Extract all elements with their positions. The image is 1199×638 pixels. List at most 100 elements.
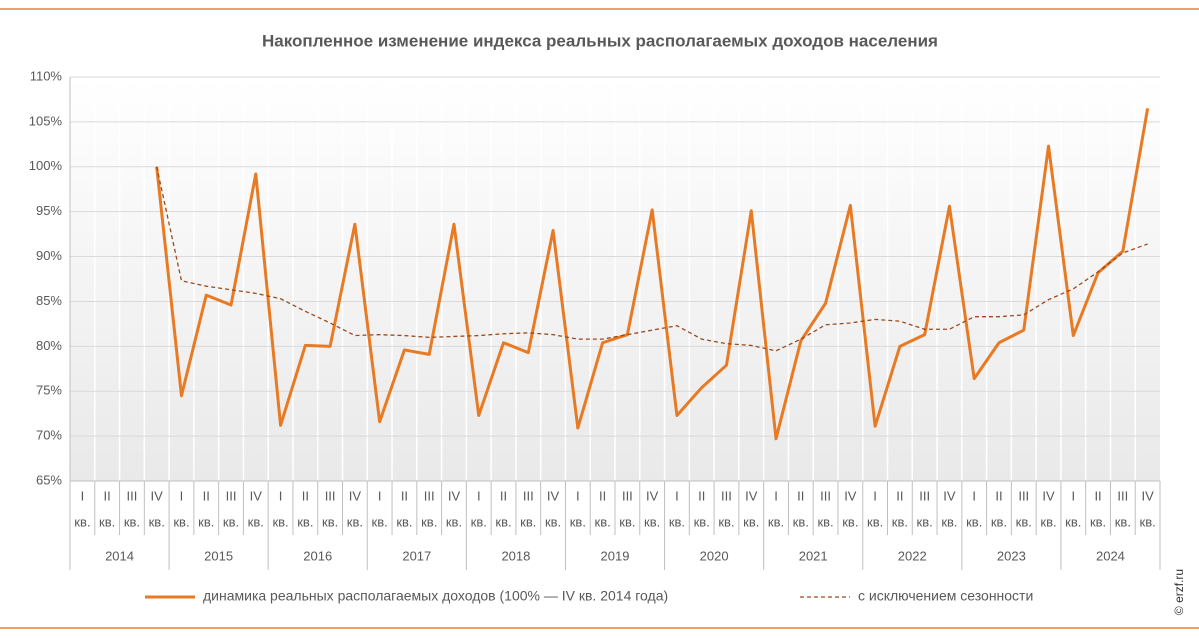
x-tick-suffix: кв. [619,514,635,529]
year-label: 2017 [402,548,431,563]
x-tick-suffix: кв. [1040,514,1056,529]
x-tick-suffix: кв. [768,514,784,529]
x-tick-label: IV [646,488,659,503]
x-tick-suffix: кв. [867,514,883,529]
x-tick-suffix: кв. [595,514,611,529]
x-tick-label: IV [250,488,263,503]
x-tick-label: II [302,488,309,503]
y-tick-label: 100% [29,158,63,173]
x-tick-suffix: кв. [124,514,140,529]
x-tick-suffix: кв. [347,514,363,529]
x-tick-suffix: кв. [743,514,759,529]
x-tick-suffix: кв. [991,514,1007,529]
x-tick-suffix: кв. [520,514,536,529]
series-line [156,166,1148,352]
x-tick-suffix: кв. [173,514,189,529]
x-tick-label: III [820,488,831,503]
x-tick-label: IV [448,488,461,503]
year-label: 2023 [997,548,1026,563]
x-tick-suffix: кв. [644,514,660,529]
x-tick-label: IV [1141,488,1154,503]
x-tick-label: II [896,488,903,503]
x-tick-suffix: кв. [1016,514,1032,529]
x-tick-label: IV [943,488,956,503]
x-tick-label: II [401,488,408,503]
x-tick-label: III [523,488,534,503]
x-tick-label: IV [151,488,164,503]
x-tick-suffix: кв. [669,514,685,529]
x-tick-label: I [972,488,976,503]
x-tick-suffix: кв. [372,514,388,529]
x-tick-label: IV [1042,488,1055,503]
x-tick-label: II [698,488,705,503]
x-tick-label: I [279,488,283,503]
x-tick-suffix: кв. [297,514,313,529]
x-tick-suffix: кв. [718,514,734,529]
x-tick-label: IV [547,488,560,503]
x-tick-suffix: кв. [545,514,561,529]
x-tick-label: II [995,488,1002,503]
x-tick-label: IV [745,488,758,503]
x-tick-suffix: кв. [842,514,858,529]
x-tick-suffix: кв. [793,514,809,529]
legend-label: динамика реальных располагаемых доходов … [203,588,668,604]
series-line [155,108,1150,441]
year-label: 2015 [204,548,233,563]
chart-title: Накопленное изменение индекса реальных р… [262,31,938,50]
year-label: 2018 [501,548,530,563]
x-tick-label: II [1094,488,1101,503]
x-tick-suffix: кв. [99,514,115,529]
x-tick-label: III [1117,488,1128,503]
x-tick-suffix: кв. [694,514,710,529]
year-label: 2024 [1096,548,1125,563]
x-tick-label: I [774,488,778,503]
x-tick-suffix: кв. [471,514,487,529]
x-tick-suffix: кв. [421,514,437,529]
y-tick-label: 65% [36,472,62,487]
x-tick-suffix: кв. [74,514,90,529]
x-tick-label: II [599,488,606,503]
y-tick-label: 105% [29,113,63,128]
y-tick-label: 90% [36,248,62,263]
x-tick-suffix: кв. [272,514,288,529]
x-tick-label: I [675,488,679,503]
x-tick-label: III [721,488,732,503]
watermark: © erzf.ru [1172,569,1186,615]
year-label: 2022 [898,548,927,563]
x-tick-label: III [127,488,138,503]
year-label: 2021 [799,548,828,563]
x-tick-label: III [325,488,336,503]
x-tick-label: III [424,488,435,503]
x-tick-label: I [873,488,877,503]
y-tick-label: 80% [36,338,62,353]
x-tick-label: I [81,488,85,503]
x-tick-suffix: кв. [1140,514,1156,529]
x-tick-suffix: кв. [1115,514,1131,529]
y-tick-label: 110% [30,68,63,83]
x-tick-label: I [477,488,481,503]
y-tick-label: 70% [36,428,62,443]
x-tick-label: I [576,488,580,503]
x-tick-label: I [180,488,184,503]
legend-label: с исключением сезонности [858,588,1033,604]
x-tick-suffix: кв. [570,514,586,529]
x-tick-label: III [919,488,930,503]
x-tick-label: III [226,488,237,503]
x-tick-suffix: кв. [322,514,338,529]
x-tick-label: I [378,488,382,503]
year-label: 2014 [105,548,134,563]
year-label: 2016 [303,548,332,563]
x-tick-suffix: кв. [817,514,833,529]
y-tick-label: 95% [36,203,62,218]
x-tick-label: II [203,488,210,503]
x-tick-label: II [104,488,111,503]
x-tick-suffix: кв. [446,514,462,529]
x-tick-label: II [500,488,507,503]
x-tick-suffix: кв. [223,514,239,529]
x-tick-suffix: кв. [941,514,957,529]
x-tick-suffix: кв. [396,514,412,529]
x-tick-suffix: кв. [917,514,933,529]
x-tick-suffix: кв. [1065,514,1081,529]
